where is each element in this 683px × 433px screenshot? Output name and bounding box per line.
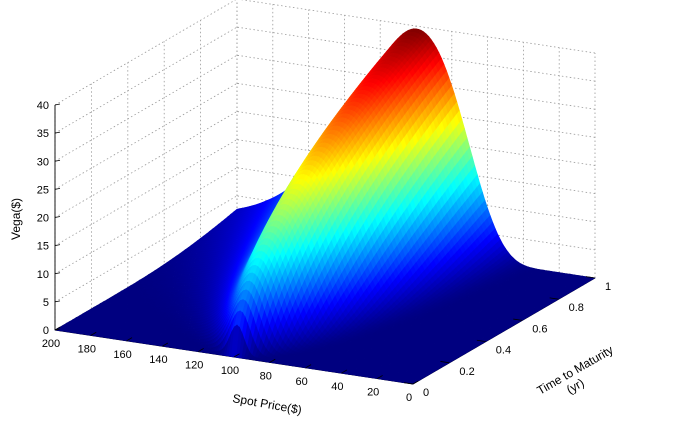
- grid-line: [54, 0, 237, 106]
- grid-line: [54, 111, 238, 218]
- grid-line: [54, 83, 238, 190]
- grid-line: [54, 195, 238, 303]
- grid-line: [54, 167, 238, 275]
- grid-line: [54, 26, 238, 134]
- surface-layer: [54, 28, 596, 385]
- grid-line: [54, 54, 238, 162]
- grid-line: [240, 0, 596, 54]
- grid-line: [54, 139, 238, 246]
